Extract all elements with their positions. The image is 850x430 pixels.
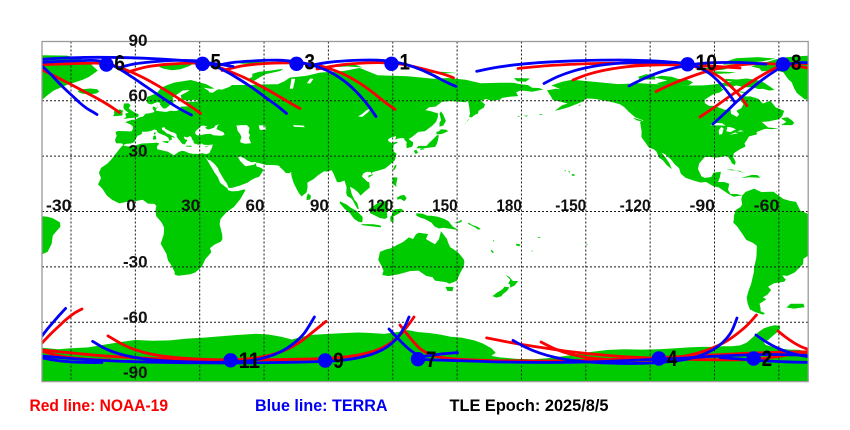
- svg-text:60: 60: [246, 197, 265, 215]
- svg-text:6: 6: [114, 50, 125, 75]
- svg-text:7: 7: [426, 347, 437, 372]
- svg-text:-60: -60: [123, 309, 148, 327]
- svg-text:-90: -90: [690, 197, 716, 215]
- svg-text:3: 3: [305, 50, 316, 75]
- svg-text:30: 30: [129, 143, 148, 161]
- svg-text:8: 8: [791, 50, 802, 75]
- svg-text:10: 10: [696, 50, 718, 75]
- svg-text:11: 11: [239, 348, 261, 373]
- svg-text:30: 30: [181, 197, 200, 215]
- svg-text:Blue line: TERRA: Blue line: TERRA: [255, 396, 388, 415]
- svg-text:150: 150: [432, 197, 458, 215]
- svg-text:-60: -60: [754, 197, 780, 215]
- svg-text:2: 2: [762, 346, 773, 371]
- svg-text:5: 5: [211, 50, 222, 75]
- svg-text:120: 120: [368, 197, 394, 215]
- svg-text:-30: -30: [46, 197, 72, 215]
- svg-text:9: 9: [333, 348, 344, 373]
- svg-text:180: 180: [496, 197, 522, 215]
- svg-text:0: 0: [126, 197, 136, 215]
- svg-text:-30: -30: [123, 253, 148, 271]
- svg-text:90: 90: [310, 197, 329, 215]
- svg-text:60: 60: [129, 87, 148, 105]
- svg-text:-120: -120: [620, 197, 651, 215]
- svg-text:Red line: NOAA-19: Red line: NOAA-19: [30, 396, 169, 415]
- svg-text:-90: -90: [123, 364, 148, 382]
- svg-text:-150: -150: [555, 197, 586, 215]
- svg-text:TLE Epoch: 2025/8/5: TLE Epoch: 2025/8/5: [450, 396, 609, 415]
- svg-text:4: 4: [667, 346, 678, 371]
- svg-text:1: 1: [400, 50, 411, 75]
- svg-text:90: 90: [129, 32, 148, 50]
